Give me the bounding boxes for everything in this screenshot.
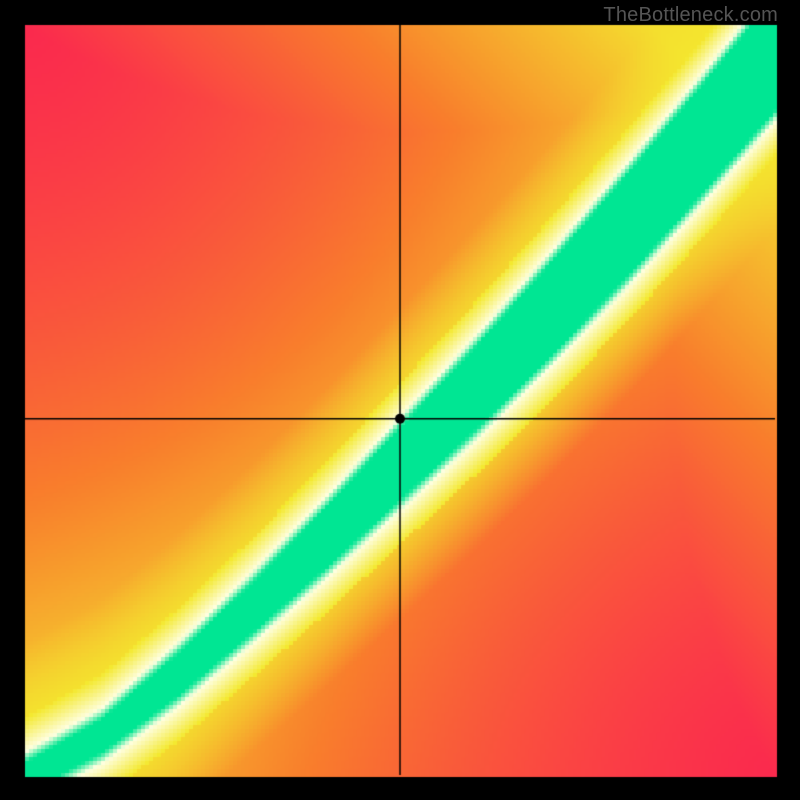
watermark-label: TheBottleneck.com <box>603 4 778 27</box>
chart-container: TheBottleneck.com <box>0 0 800 800</box>
heatmap-canvas <box>0 0 800 800</box>
